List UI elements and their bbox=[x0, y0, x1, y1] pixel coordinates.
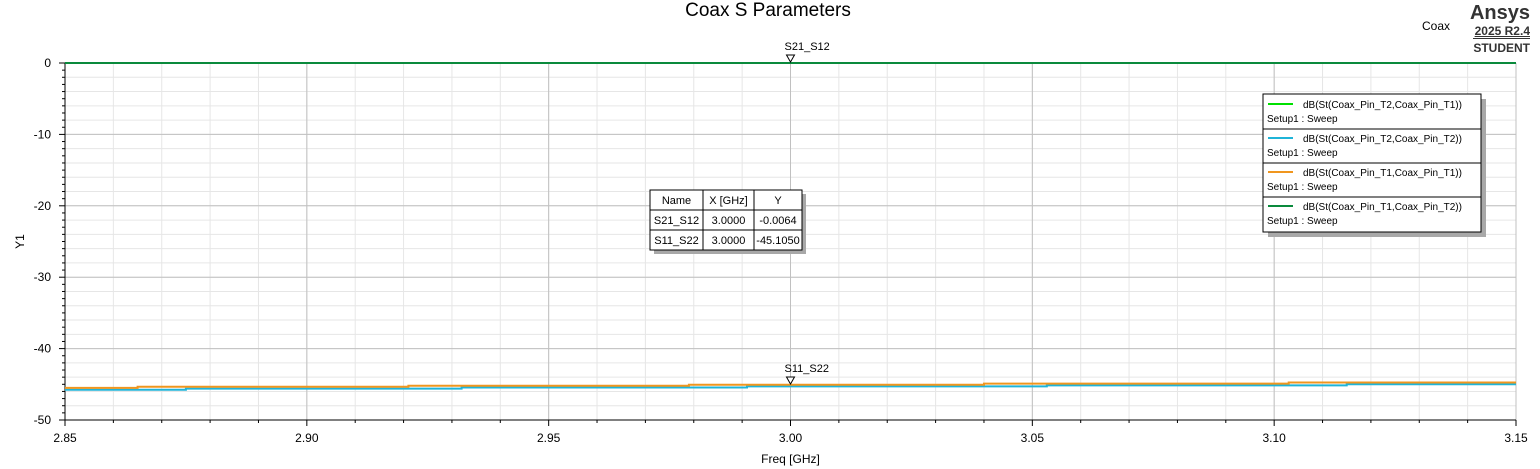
legend-series-name: dB(St(Coax_Pin_T2,Coax_Pin_T1)) bbox=[1303, 100, 1462, 111]
x-tick-label: 3.15 bbox=[1504, 431, 1528, 445]
x-tick-label: 3.05 bbox=[1021, 431, 1045, 445]
y-tick-label: -40 bbox=[34, 342, 52, 356]
x-tick-label: 2.90 bbox=[295, 431, 319, 445]
marker-triangle[interactable] bbox=[785, 376, 796, 386]
x-axis-label: Freq [GHz] bbox=[761, 452, 820, 466]
x-tick-label: 2.95 bbox=[537, 431, 561, 445]
y-tick-label: -30 bbox=[34, 270, 52, 284]
brand-version: 2025 R2.4 bbox=[1474, 24, 1530, 38]
table-header: X [GHz] bbox=[709, 195, 748, 207]
table-header: Name bbox=[662, 195, 691, 207]
marker-label: S21_S12 bbox=[785, 41, 830, 53]
series-line-3[interactable] bbox=[65, 381, 1516, 389]
x-tick-label: 3.10 bbox=[1262, 431, 1286, 445]
chart-title: Coax S Parameters bbox=[685, 0, 851, 21]
x-tick-label: 2.85 bbox=[53, 431, 77, 445]
legend-setup-label: Setup1 : Sweep bbox=[1267, 114, 1338, 125]
marker-triangle[interactable] bbox=[785, 54, 796, 64]
legend-setup-label: Setup1 : Sweep bbox=[1267, 182, 1338, 193]
y-tick-label: -10 bbox=[34, 127, 52, 141]
legend-series-name: dB(St(Coax_Pin_T1,Coax_Pin_T1)) bbox=[1303, 168, 1462, 179]
y-tick-label: -20 bbox=[34, 199, 52, 213]
legend-series-name: dB(St(Coax_Pin_T2,Coax_Pin_T2)) bbox=[1303, 134, 1462, 145]
marker-table[interactable] bbox=[649, 189, 803, 251]
table-cell: -0.0064 bbox=[759, 215, 796, 227]
table-cell: 3.0000 bbox=[712, 215, 746, 227]
y-tick-label: -50 bbox=[34, 413, 52, 427]
table-cell: S21_S12 bbox=[654, 215, 699, 227]
y-tick-label: 0 bbox=[44, 56, 51, 70]
legend-setup-label: Setup1 : Sweep bbox=[1267, 148, 1338, 159]
brand-edition: STUDENT bbox=[1473, 38, 1530, 57]
project-label: Coax bbox=[1421, 19, 1450, 33]
y-axis-label: Y1 bbox=[13, 234, 27, 249]
x-tick-label: 3.00 bbox=[779, 431, 803, 445]
marker-label: S11_S22 bbox=[785, 363, 829, 375]
brand-logo: Ansys 2025 R2.4 STUDENT bbox=[1452, 2, 1530, 57]
brand-name: Ansys bbox=[1469, 2, 1530, 24]
table-cell: S11_S22 bbox=[654, 235, 698, 247]
legend-setup-label: Setup1 : Sweep bbox=[1267, 216, 1338, 227]
series-line-2[interactable] bbox=[65, 383, 1516, 391]
table-header: Y bbox=[774, 195, 782, 207]
table-cell: 3.0000 bbox=[712, 235, 746, 247]
table-cell: -45.1050 bbox=[756, 235, 799, 247]
legend-series-name: dB(St(Coax_Pin_T1,Coax_Pin_T2)) bbox=[1303, 202, 1462, 213]
